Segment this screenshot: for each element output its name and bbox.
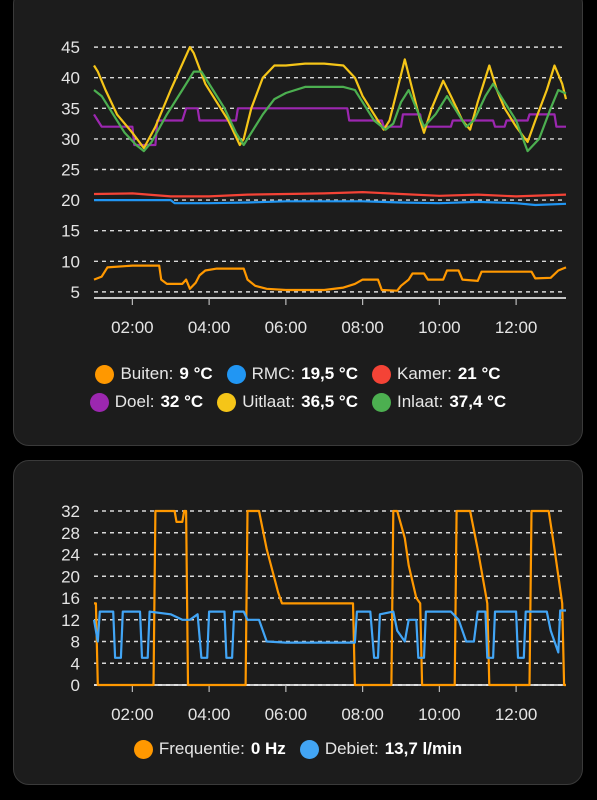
legend-separator: : <box>438 392 444 411</box>
x-tick-label: 08:00 <box>341 705 384 724</box>
x-tick-label: 10:00 <box>418 705 461 724</box>
x-tick-label: 08:00 <box>341 318 384 337</box>
y-tick-label: 8 <box>71 633 80 652</box>
flow-legend: Frequentie:0 Hz Debiet:13,7 l/min <box>14 739 582 767</box>
legend-item-frequentie[interactable]: Frequentie:0 Hz <box>133 739 286 759</box>
y-tick-label: 35 <box>61 99 80 118</box>
y-tick-label: 16 <box>61 589 80 608</box>
series-line-uitlaat <box>93 46 568 150</box>
legend-item-uitlaat[interactable]: Uitlaat:36,5 °C <box>217 392 358 412</box>
flow-chart: 0 4 8 12 16 20 24 28 32 02:00 04:00 06:00 08:00 10:00… <box>61 502 566 724</box>
y-tick-label: 15 <box>61 222 80 241</box>
legend-dot-doel <box>89 392 109 412</box>
series-line-debiet <box>92 609 566 659</box>
legend-separator: : <box>168 364 174 383</box>
legend-dot-buiten <box>95 364 115 384</box>
legend-item-inlaat[interactable]: Inlaat:37,4 °C <box>372 392 506 412</box>
x-tick-label: 12:00 <box>495 705 538 724</box>
series-line-inlaat <box>93 70 567 153</box>
legend-value: 19,5 °C <box>301 364 358 383</box>
x-tick-label: 02:00 <box>111 318 154 337</box>
legend-row: Buiten:9 °C RMC:19,5 °C Kamer:21 °C <box>95 364 501 384</box>
legend-name: Frequentie <box>158 739 241 758</box>
temperature-chart-card: 5 10 15 20 25 30 35 40 45 02:00 04:00 06:00 08:00 10:… <box>13 0 583 446</box>
legend-name: RMC <box>251 364 291 383</box>
legend-value: 0 Hz <box>250 739 286 758</box>
legend-name: Kamer <box>397 364 448 383</box>
y-tick-label: 12 <box>61 611 80 630</box>
legend-dot-frequentie <box>133 739 153 759</box>
x-tick-label: 06:00 <box>265 318 308 337</box>
legend-item-rmc[interactable]: RMC:19,5 °C <box>226 364 358 384</box>
y-tick-label: 28 <box>61 524 80 543</box>
legend-name: Buiten <box>120 364 169 383</box>
legend-separator: : <box>447 364 452 383</box>
x-tick-label: 02:00 <box>111 705 154 724</box>
y-tick-label: 24 <box>61 546 80 565</box>
x-tick-label: 04:00 <box>188 318 231 337</box>
legend-item-buiten[interactable]: Buiten:9 °C <box>95 364 213 384</box>
legend-value: 9 °C <box>179 364 213 383</box>
y-tick-label: 32 <box>61 502 80 521</box>
legend-separator: : <box>149 392 155 411</box>
legend-item-doel[interactable]: Doel:32 °C <box>89 392 204 412</box>
y-tick-label: 40 <box>61 69 80 88</box>
legend-item-debiet[interactable]: Debiet:13,7 l/min <box>299 739 463 759</box>
y-tick-label: 30 <box>61 130 80 149</box>
flow-chart-card: 0 4 8 12 16 20 24 28 32 02:00 04:00 06:00 08:00 10:00… <box>13 460 583 785</box>
legend-name: Doel <box>114 392 150 411</box>
legend-value: 36,5 °C <box>301 392 358 411</box>
legend-item-kamer[interactable]: Kamer:21 °C <box>372 364 501 384</box>
legend-separator: : <box>240 739 245 758</box>
x-tick-label: 12:00 <box>495 318 538 337</box>
y-tick-label: 25 <box>61 161 80 180</box>
legend-name: Inlaat <box>397 392 439 411</box>
series-line-rmc <box>94 199 567 207</box>
y-tick-label: 0 <box>71 676 80 695</box>
legend-row: Frequentie:0 Hz Debiet:13,7 l/min <box>133 739 463 759</box>
y-tick-label: 20 <box>61 567 80 586</box>
y-tick-label: 5 <box>71 283 80 302</box>
legend-separator: : <box>290 364 296 383</box>
series-line-kamer <box>93 191 567 198</box>
legend-name: Debiet <box>324 739 374 758</box>
legend-dot-uitlaat <box>217 392 237 412</box>
legend-dot-rmc <box>226 364 246 384</box>
series-line-doel <box>93 107 566 147</box>
legend-name: Uitlaat <box>242 392 291 411</box>
legend-dot-kamer <box>372 364 391 384</box>
temperature-legend: Buiten:9 °C RMC:19,5 °C Kamer:21 °C Doel:32… <box>14 364 582 420</box>
legend-value: 37,4 °C <box>449 392 507 411</box>
series-line-frequentie <box>94 509 566 687</box>
temperature-chart: 5 10 15 20 25 30 35 40 45 02:00 04:00 06:00 08:00 10:… <box>61 38 568 337</box>
series-line-buiten <box>93 264 567 292</box>
legend-value: 13,7 l/min <box>384 739 463 758</box>
legend-row: Doel:32 °C Uitlaat:36,5 °C Inlaat:37,4 °C <box>89 392 506 412</box>
y-tick-label: 4 <box>71 654 80 673</box>
x-tick-label: 06:00 <box>265 705 308 724</box>
x-tick-label: 04:00 <box>188 705 231 724</box>
legend-separator: : <box>290 392 296 411</box>
y-tick-label: 20 <box>61 191 80 210</box>
legend-separator: : <box>373 739 379 758</box>
legend-value: 21 °C <box>457 364 501 383</box>
legend-dot-debiet <box>299 739 319 759</box>
y-tick-label: 10 <box>61 252 80 271</box>
y-tick-label: 45 <box>61 38 80 57</box>
x-tick-label: 10:00 <box>418 318 461 337</box>
legend-dot-inlaat <box>372 392 391 412</box>
legend-value: 32 °C <box>160 392 204 411</box>
